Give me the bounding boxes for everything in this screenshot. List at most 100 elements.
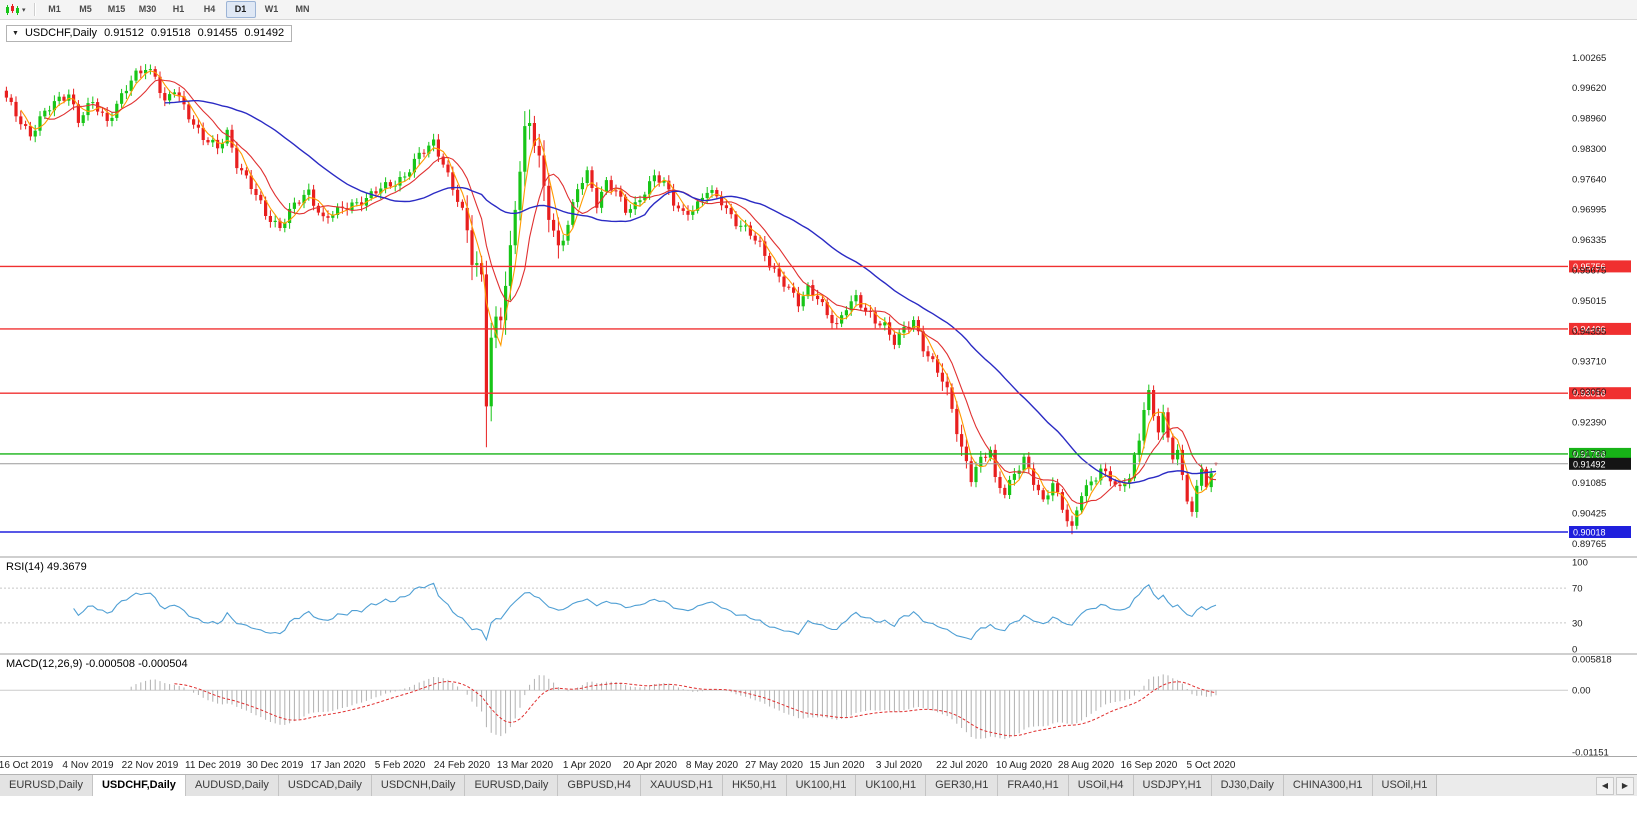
time-axis[interactable]: 16 Oct 2019 4 Nov 2019 22 Nov 2019 11 Dec 2… xyxy=(0,756,1637,774)
svg-text:-0.01151: -0.01151 xyxy=(1572,748,1609,757)
chart-tab-eurusd-daily[interactable]: EURUSD,Daily xyxy=(0,775,93,796)
price-chart-pane[interactable]: 0.95756 0.94406 0.93016 0.91706 0.90018 0.914… xyxy=(0,20,1637,556)
date-label: 20 Apr 2020 xyxy=(623,760,677,771)
svg-text:0.90018: 0.90018 xyxy=(1573,528,1606,538)
chart-tab-usoil-h4[interactable]: USOil,H4 xyxy=(1068,775,1134,796)
chart-tab-eurusd-daily[interactable]: EURUSD,Daily xyxy=(465,775,559,796)
chart-tab-hk50-h1[interactable]: HK50,H1 xyxy=(722,775,787,796)
timeframe-button-mn[interactable]: MN xyxy=(295,4,310,14)
ma-fast-orange[interactable] xyxy=(20,70,1217,518)
svg-text:0.92390: 0.92390 xyxy=(1572,418,1606,429)
quote-high: 0.91518 xyxy=(150,27,191,39)
macd-signal-line xyxy=(174,680,1217,737)
quote-close: 0.91492 xyxy=(244,27,285,39)
svg-text:0.93710: 0.93710 xyxy=(1572,357,1606,368)
chart-tab-usoil-h1[interactable]: USOil,H1 xyxy=(1372,775,1438,796)
timeframe-toolbar: ▾ M1 M5 M15 M30 H1 H4 D1 W1 MN xyxy=(0,0,1637,20)
macd-histogram xyxy=(130,674,1217,740)
svg-text:0.93050: 0.93050 xyxy=(1572,387,1606,398)
svg-text:0.93016: 0.93016 xyxy=(1573,389,1606,399)
svg-text:100: 100 xyxy=(1572,558,1588,569)
svg-text:0.95015: 0.95015 xyxy=(1572,296,1606,307)
timeframe-button-h1[interactable]: H1 xyxy=(172,4,185,14)
chart-tab-ger30-h1[interactable]: GER30,H1 xyxy=(926,775,999,796)
svg-text:0.97640: 0.97640 xyxy=(1572,175,1606,186)
chart-tab-uk100-h1[interactable]: UK100,H1 xyxy=(856,775,927,796)
svg-text:0.91706: 0.91706 xyxy=(1573,449,1606,459)
date-label: 3 Jul 2020 xyxy=(875,760,923,771)
date-label: 22 Jul 2020 xyxy=(936,760,988,771)
tab-scroll-right-icon[interactable]: ▶ xyxy=(1616,776,1634,795)
timeframe-button-h4[interactable]: H4 xyxy=(203,4,216,14)
svg-text:0: 0 xyxy=(1572,645,1577,654)
date-label: 30 Dec 2019 xyxy=(246,760,304,771)
svg-text:0.96335: 0.96335 xyxy=(1572,235,1606,246)
price-line-badge xyxy=(1569,447,1631,460)
chart-tab-usdjpy-h1[interactable]: USDJPY,H1 xyxy=(1133,775,1212,796)
svg-text:0.94355: 0.94355 xyxy=(1572,327,1606,338)
timeframe-buttons: M1 M5 M15 M30 H1 H4 D1 W1 MN xyxy=(40,1,318,18)
chart-tab-xauusd-h1[interactable]: XAUUSD,H1 xyxy=(640,775,723,796)
date-label: 16 Sep 2020 xyxy=(1120,760,1178,771)
date-label: 1 Apr 2020 xyxy=(562,760,612,771)
timeframe-button-m5[interactable]: M5 xyxy=(79,4,92,14)
price-chart-canvas[interactable]: 0.95756 0.94406 0.93016 0.91706 0.90018 0.914… xyxy=(0,20,1637,556)
timeframe-button-d1[interactable]: D1 xyxy=(225,1,256,18)
chart-tab-gbpusd-h4[interactable]: GBPUSD,H4 xyxy=(558,775,641,796)
svg-text:0.91730: 0.91730 xyxy=(1572,448,1606,459)
timeframe-button-w1[interactable]: W1 xyxy=(264,4,279,14)
date-label: 28 Aug 2020 xyxy=(1057,760,1115,771)
svg-text:0.96995: 0.96995 xyxy=(1572,205,1606,216)
chart-tab-bar: EURUSD,Daily USDCHF,Daily AUDUSD,Daily USDC… xyxy=(0,774,1637,796)
date-label: 13 Mar 2020 xyxy=(496,760,554,771)
svg-text:70: 70 xyxy=(1572,584,1583,595)
date-label: 5 Feb 2020 xyxy=(374,760,426,771)
chart-tab-audusd-daily[interactable]: AUDUSD,Daily xyxy=(185,775,279,796)
svg-text:0.94406: 0.94406 xyxy=(1573,324,1606,334)
horizontal-lines-layer: 0.95756 0.94406 0.93016 0.91706 0.90018 xyxy=(0,260,1631,538)
date-label: 5 Oct 2020 xyxy=(1186,760,1236,771)
ma-slow-blue[interactable] xyxy=(164,100,1217,485)
chart-tabs: EURUSD,Daily USDCHF,Daily AUDUSD,Daily USDC… xyxy=(0,775,1438,796)
chart-symbol-label: USDCHF,Daily xyxy=(24,27,98,39)
chart-type-icon[interactable] xyxy=(5,3,20,16)
chart-tab-usdcad-daily[interactable]: USDCAD,Daily xyxy=(278,775,372,796)
ma-mid-red[interactable] xyxy=(44,79,1217,505)
date-label: 16 Oct 2019 xyxy=(0,760,54,771)
svg-text:0.95675: 0.95675 xyxy=(1572,266,1606,277)
svg-text:30: 30 xyxy=(1572,618,1583,629)
tab-scroll-left-icon[interactable]: ◀ xyxy=(1596,776,1614,795)
svg-text:0.91085: 0.91085 xyxy=(1572,478,1606,489)
toolbar-separator xyxy=(33,3,35,16)
svg-text:0.91492: 0.91492 xyxy=(1573,459,1606,469)
chart-tab-fra40-h1[interactable]: FRA40,H1 xyxy=(998,775,1069,796)
current-price-badge xyxy=(1569,457,1631,470)
date-label: 8 May 2020 xyxy=(685,760,739,771)
svg-text:0.99620: 0.99620 xyxy=(1572,83,1606,94)
symbol-dropdown-icon[interactable]: ▼ xyxy=(12,29,19,37)
moving-averages-layer xyxy=(20,70,1217,518)
chart-tab-dj30-daily[interactable]: DJ30,Daily xyxy=(1211,775,1284,796)
date-label: 17 Jan 2020 xyxy=(310,760,366,771)
price-axis[interactable]: 1.00265 0.99620 0.98960 0.98300 0.97640 0.969… xyxy=(1572,53,1606,550)
rsi-label: RSI(14) 49.3679 xyxy=(6,561,87,573)
chart-type-dropdown-icon[interactable]: ▾ xyxy=(22,6,26,14)
rsi-canvas[interactable]: 100 70 30 0 xyxy=(0,558,1637,653)
date-label: 24 Feb 2020 xyxy=(433,760,491,771)
chart-title-box: ▼ USDCHF,Daily 0.91512 0.91518 0.91455 0… xyxy=(6,25,293,42)
date-label: 15 Jun 2020 xyxy=(809,760,865,771)
chart-tab-uk100-h1[interactable]: UK100,H1 xyxy=(786,775,857,796)
date-label: 10 Aug 2020 xyxy=(995,760,1053,771)
timeframe-button-m30[interactable]: M30 xyxy=(138,4,157,14)
macd-canvas[interactable]: 0.005818 0.00 -0.01151 xyxy=(0,655,1637,756)
chart-tab-usdchf-daily[interactable]: USDCHF,Daily xyxy=(92,775,186,796)
date-label: 4 Nov 2019 xyxy=(62,760,114,771)
macd-indicator-pane[interactable]: 0.005818 0.00 -0.01151 MACD(12,26,9) -0.00… xyxy=(0,653,1637,756)
rsi-indicator-pane[interactable]: 100 70 30 0 RSI(14) 49.3679 xyxy=(0,556,1637,653)
quote-low: 0.91455 xyxy=(197,27,238,39)
timeframe-button-m15[interactable]: M15 xyxy=(107,4,126,14)
timeframe-button-m1[interactable]: M1 xyxy=(48,4,61,14)
chart-tab-china300-h1[interactable]: CHINA300,H1 xyxy=(1283,775,1373,796)
chart-tab-usdcnh-daily[interactable]: USDCNH,Daily xyxy=(371,775,466,796)
